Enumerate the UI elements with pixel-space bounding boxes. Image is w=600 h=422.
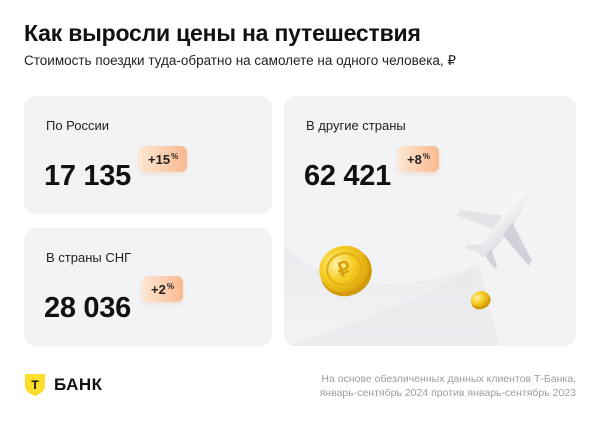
badge-value: +15: [148, 151, 171, 167]
badge-unit: %: [171, 151, 179, 161]
change-badge: +15%: [139, 146, 188, 172]
source-note-line1: На основе обезличенных данных клиентов Т…: [321, 373, 576, 385]
page-title: Как выросли цены на путешествия: [24, 20, 421, 46]
card-other-countries: В другие страны 62 421 +8%: [284, 96, 576, 346]
badge-value: +2: [151, 281, 166, 297]
brand-name: БАНК: [54, 375, 103, 394]
card-value: 62 421: [304, 160, 391, 192]
source-note: На основе обезличенных данных клиентов Т…: [320, 372, 576, 400]
card-russia: По России 17 135 +15%: [24, 96, 272, 214]
card-cis: В страны СНГ 28 036 +2%: [24, 228, 272, 346]
card-value: 17 135: [44, 160, 131, 192]
badge-unit: %: [422, 151, 430, 161]
source-note-line2: январь-сентябрь 2024 против январь-сентя…: [319, 387, 576, 399]
airplane-icon: [456, 190, 533, 269]
page-subtitle: Стоимость поездки туда-обратно на самоле…: [24, 53, 457, 68]
card-label: В другие страны: [306, 118, 406, 133]
card-label: В страны СНГ: [46, 250, 132, 265]
tbank-shield-icon: Т: [25, 374, 45, 396]
card-value: 28 036: [44, 292, 131, 324]
change-badge: +2%: [142, 276, 183, 302]
badge-value: +8: [407, 151, 422, 167]
small-coin-icon: [470, 291, 491, 310]
travel-illustration: ₽: [284, 190, 533, 346]
ruble-coin-icon: ₽: [319, 245, 372, 297]
change-badge: +8%: [398, 146, 439, 172]
card-label: По России: [46, 118, 110, 133]
brand-logo[interactable]: Т БАНК: [24, 373, 103, 397]
svg-text:Т: Т: [31, 378, 39, 392]
badge-unit: %: [166, 281, 174, 291]
